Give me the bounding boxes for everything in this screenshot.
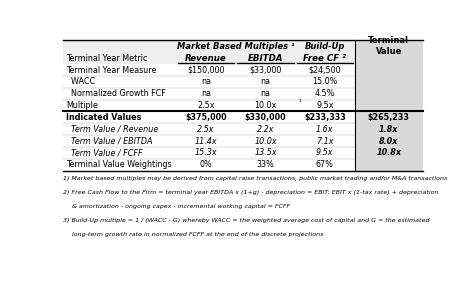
Text: 3) Build-Up multiple = 1 / (WACC - G) whereby WACC = the weighted average cost o: 3) Build-Up multiple = 1 / (WACC - G) wh… — [63, 218, 429, 222]
Text: $33,000: $33,000 — [249, 65, 282, 74]
Text: 33%: 33% — [256, 160, 274, 169]
Text: 1.6x: 1.6x — [316, 125, 334, 134]
Text: 4.5%: 4.5% — [315, 89, 335, 98]
Text: Revenue: Revenue — [185, 54, 227, 63]
Text: 11.4x: 11.4x — [195, 137, 218, 146]
Text: Build-Up: Build-Up — [305, 42, 345, 51]
Text: na: na — [260, 89, 271, 98]
Text: 15.0%: 15.0% — [312, 77, 337, 86]
Text: & amortization - ongoing capex - incremental working capital = FCFF: & amortization - ongoing capex - increme… — [72, 204, 290, 209]
Text: Terminal Value Weightings: Terminal Value Weightings — [66, 160, 172, 169]
Text: Term Value / FCFF: Term Value / FCFF — [66, 148, 143, 157]
Text: $150,000: $150,000 — [187, 65, 225, 74]
Text: na: na — [260, 77, 271, 86]
Text: Multiple: Multiple — [66, 101, 98, 110]
Text: Free CF ²: Free CF ² — [303, 54, 346, 63]
Text: Term Value / EBITDA: Term Value / EBITDA — [66, 137, 152, 146]
Text: 9.5x: 9.5x — [316, 101, 334, 110]
Text: Term Value / Revenue: Term Value / Revenue — [66, 125, 158, 134]
Text: Market Based Multiples ¹: Market Based Multiples ¹ — [177, 42, 294, 51]
Text: na: na — [201, 89, 211, 98]
Text: ³: ³ — [299, 100, 301, 106]
Text: $265,233: $265,233 — [368, 113, 410, 122]
Text: 1) Market based multiples may be derived from capital raise transactions, public: 1) Market based multiples may be derived… — [63, 176, 447, 181]
Text: $375,000: $375,000 — [185, 113, 227, 122]
Text: Terminal Year Measure: Terminal Year Measure — [66, 65, 156, 74]
Text: na: na — [201, 77, 211, 86]
Text: 13.5x: 13.5x — [254, 148, 277, 157]
Text: 10.0x: 10.0x — [254, 101, 276, 110]
Text: 8.0x: 8.0x — [379, 137, 399, 146]
Text: 10.0x: 10.0x — [254, 137, 277, 146]
Text: Terminal Year Metric: Terminal Year Metric — [66, 54, 147, 63]
Text: EBITDA: EBITDA — [248, 54, 283, 63]
Text: WACC: WACC — [66, 77, 95, 86]
Text: 2) Free Cash Flow to the Firm = terminal year EBITDA x (1+g) - depreciation = EB: 2) Free Cash Flow to the Firm = terminal… — [63, 190, 438, 195]
Text: long-term growth rate in normalized FCFF at the end of the discrete projections: long-term growth rate in normalized FCFF… — [72, 232, 323, 237]
Text: 9.5x: 9.5x — [316, 148, 334, 157]
Text: $233,333: $233,333 — [304, 113, 346, 122]
Text: 2.5x: 2.5x — [197, 125, 215, 134]
Text: 2.5x: 2.5x — [197, 101, 215, 110]
Text: Terminal
Value: Terminal Value — [368, 36, 409, 57]
Text: 0%: 0% — [200, 160, 212, 169]
Text: Indicated Values: Indicated Values — [66, 113, 141, 122]
Text: 10.8x: 10.8x — [376, 148, 401, 157]
Text: 15.3x: 15.3x — [195, 148, 218, 157]
Text: 2.2x: 2.2x — [257, 125, 274, 134]
Text: $24,500: $24,500 — [309, 65, 341, 74]
Text: $330,000: $330,000 — [245, 113, 286, 122]
Text: 1.8x: 1.8x — [379, 125, 399, 134]
Text: 67%: 67% — [316, 160, 334, 169]
Text: Normalized Growth FCF: Normalized Growth FCF — [66, 89, 165, 98]
Text: 7.1x: 7.1x — [316, 137, 334, 146]
